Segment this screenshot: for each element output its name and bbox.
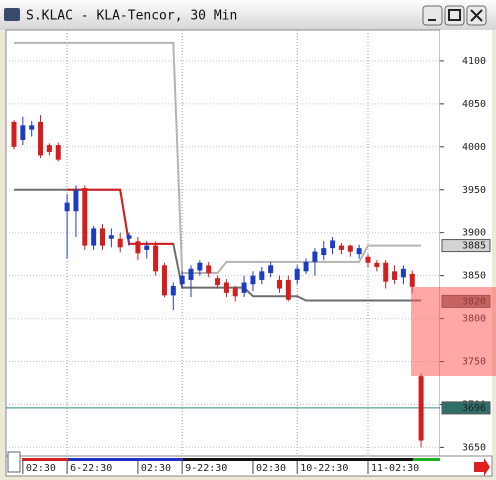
x-tick-label: 02:30 [256,463,286,474]
session-strip [68,458,183,461]
scroll-arrow[interactable] [474,458,490,476]
candle-body [223,282,229,293]
candle-body [241,282,247,293]
candle-body [144,245,150,250]
candle-body [232,288,238,297]
x-tick-label: 02:30 [141,463,171,474]
candle-body [374,262,380,268]
candle-body [250,275,256,285]
candle-body [347,245,353,252]
candle-body [285,279,291,300]
price-marker [441,401,491,415]
y-tick-label: 3900 [462,228,486,239]
candle-body [197,262,203,271]
price-marker-label: 3696 [462,403,486,414]
candle-body [206,265,212,274]
candle-body [392,271,398,280]
candle-body [365,256,371,263]
candle-body [259,271,265,280]
candle-body [330,240,336,249]
candle-body [55,145,61,160]
y-tick-label: 4050 [462,99,486,110]
window-title: S.KLAC - KLA-Tencor, 30 Min [26,9,237,24]
alert-highlight [411,287,496,376]
y-tick-label: 3850 [462,271,486,282]
x-tick-label: 6-22:30 [70,463,112,474]
title-bar [0,0,496,30]
y-tick-label: 3950 [462,185,486,196]
candle-body [383,262,389,282]
candle-body [312,251,318,262]
candle-body [188,268,194,280]
candle-body [418,376,424,441]
candle-body [117,238,123,248]
candle-body [303,261,309,272]
session-strip [298,458,413,461]
candle-body [161,265,167,296]
scroll-box[interactable] [7,451,21,473]
candle-body [108,235,114,239]
candle-body [11,121,17,147]
candle-body [277,279,282,289]
candle-body [135,241,141,254]
window-buttons [422,5,487,26]
x-tick-label: 9-22:30 [185,463,227,474]
candle-body [268,265,274,274]
candle-body [409,273,415,287]
app-icon [4,8,20,21]
candle-body [400,268,406,278]
candle-body [46,145,52,152]
candle-body [321,248,327,256]
stop-line [14,41,422,275]
candle-body [126,235,132,239]
candle-body [356,248,362,255]
y-tick-label: 3650 [462,442,486,453]
x-tick-label: 11-02:30 [371,463,419,474]
y-tick-label: 4100 [462,56,486,67]
x-tick-label: 10-22:30 [300,463,348,474]
candle-body [20,125,26,140]
candle-body [215,278,221,286]
session-strip [413,458,440,461]
y-tick-label: 4000 [462,142,486,153]
candle-body [153,245,159,272]
candle-body [73,189,79,212]
candle-body [100,228,105,246]
candle-body [38,121,44,156]
session-strip [22,458,68,461]
minimize-button[interactable] [422,5,443,26]
maximize-glyph [448,9,461,21]
price-marker-label: 3885 [462,241,486,252]
candle-body [91,228,97,246]
x-tick-label: 02:30 [26,463,56,474]
maximize-button[interactable] [444,5,465,26]
candle-body [64,202,70,212]
plot-area [5,29,441,457]
candle-body [82,188,88,246]
candle-body [170,285,176,296]
close-glyph [470,9,483,22]
candle-body [294,268,300,280]
session-strip [183,458,298,461]
price-marker [441,239,491,253]
candle-body [179,275,185,285]
candle-body [338,245,344,250]
candle-body [29,125,35,130]
